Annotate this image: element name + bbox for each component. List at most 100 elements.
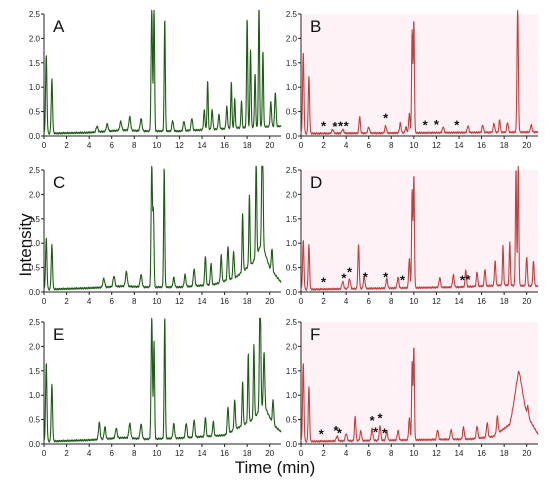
- panel-label: C: [53, 173, 65, 192]
- y-tick-label: 1.5: [29, 215, 41, 224]
- x-tick-label: 14: [455, 449, 464, 458]
- asterisk-marker: *: [434, 117, 440, 132]
- y-axis-label-text: Intensity: [16, 213, 35, 277]
- x-tick-label: 14: [198, 297, 207, 306]
- x-tick-label: 20: [265, 449, 274, 458]
- x-tick-label: 4: [344, 449, 349, 458]
- x-tick-label: 18: [243, 141, 252, 150]
- trace-line: [43, 9, 282, 135]
- y-tick-label: 0.5: [286, 264, 298, 273]
- panel-a: 0.0 0.5 1.0 1.5 2.0 2.5 0 2 4 6 8 10 12 14 16 18 20 A: [29, 9, 282, 150]
- asterisk-marker: *: [321, 274, 327, 289]
- asterisk-marker: *: [333, 423, 339, 438]
- x-tick-label: 10: [152, 297, 161, 306]
- panel-c: 0.0 0.5 1.0 1.5 2.0 2.5 0 2 4 6 8 10 12 14 16 18 20 C: [29, 165, 282, 306]
- x-tick-label: 2: [321, 297, 326, 306]
- x-tick-label: 12: [432, 141, 441, 150]
- x-tick-label: 0: [42, 449, 47, 458]
- asterisk-marker: *: [373, 425, 379, 440]
- y-tick-label: 0.0: [286, 132, 298, 141]
- y-tick-label: 0.5: [286, 108, 298, 117]
- x-tick-label: 8: [389, 449, 394, 458]
- asterisk-marker: *: [347, 265, 353, 280]
- y-tick-label: 1.5: [29, 367, 41, 376]
- trace-line: [43, 317, 282, 443]
- x-tick-label: 0: [42, 141, 47, 150]
- y-tick-label: 2.5: [29, 166, 41, 175]
- asterisk-marker: *: [460, 273, 466, 288]
- x-tick-label: 18: [243, 449, 252, 458]
- y-tick-label: 0.0: [29, 288, 41, 297]
- x-tick-label: 6: [366, 449, 371, 458]
- asterisk-marker: *: [383, 111, 389, 126]
- y-tick-label: 1.5: [286, 59, 298, 68]
- y-tick-label: 1.0: [286, 83, 298, 92]
- asterisk-marker: *: [382, 425, 388, 440]
- x-tick-label: 10: [152, 449, 161, 458]
- panel-f: 0.00.51.01.52.02.50 2 4 6 8 10 12 14 16 18 20* ****…: [286, 318, 539, 458]
- x-tick-label: 0: [299, 297, 304, 306]
- y-tick-label: 2.0: [29, 34, 41, 43]
- x-tick-label: 10: [409, 297, 418, 306]
- x-tick-label: 12: [175, 297, 184, 306]
- y-tick-label: 0.0: [286, 440, 298, 449]
- x-tick-label: 20: [522, 449, 531, 458]
- x-tick-label: 12: [175, 449, 184, 458]
- x-tick-label: 16: [477, 141, 486, 150]
- x-tick-label: 10: [409, 449, 418, 458]
- y-tick-label: 2.0: [286, 342, 298, 351]
- x-tick-label: 2: [321, 141, 326, 150]
- panel-label: E: [53, 325, 64, 344]
- x-tick-label: 16: [477, 297, 486, 306]
- y-tick-label: 2.0: [286, 34, 298, 43]
- y-tick-label: 2.0: [29, 342, 41, 351]
- x-tick-label: 2: [321, 449, 326, 458]
- x-tick-label: 0: [299, 449, 304, 458]
- x-tick-label: 14: [198, 141, 207, 150]
- panel-background: [302, 14, 538, 136]
- panel-e: 0.0 0.5 1.0 1.5 2.0 2.5 0 2 4 6 8 10 12 14 16 18 20 E: [29, 317, 282, 458]
- y-tick-label: 2.0: [286, 190, 298, 199]
- y-tick-label: 2.5: [286, 318, 298, 327]
- x-tick-label: 14: [455, 297, 464, 306]
- x-tick-label: 16: [220, 449, 229, 458]
- x-tick-label: 6: [366, 141, 371, 150]
- asterisk-marker: *: [383, 270, 389, 285]
- x-tick-label: 18: [500, 141, 509, 150]
- y-tick-label: 2.5: [29, 318, 41, 327]
- x-tick-label: 20: [522, 297, 531, 306]
- panel-d: 0.00.51.01.52.02.50 2 4 6 8 10 12 14 16 18 20* * * * *…: [286, 165, 539, 306]
- x-tick-label: 18: [500, 297, 509, 306]
- x-tick-label: 10: [152, 141, 161, 150]
- panel-label: D: [310, 173, 322, 192]
- x-tick-label: 18: [500, 449, 509, 458]
- trace-line: [300, 165, 539, 291]
- y-tick-label: 1.0: [29, 83, 41, 92]
- trace-line: [300, 347, 539, 443]
- y-tick-label: 0.5: [29, 108, 41, 117]
- x-tick-label: 8: [132, 297, 137, 306]
- x-axis-label: Time (min): [234, 458, 316, 477]
- asterisk-marker: *: [321, 118, 327, 133]
- asterisk-marker: *: [423, 117, 429, 132]
- y-tick-label: 1.5: [286, 215, 298, 224]
- asterisk-marker: *: [341, 271, 347, 286]
- asterisk-marker: *: [338, 119, 344, 134]
- x-tick-label: 14: [455, 141, 464, 150]
- y-tick-label: 0.0: [29, 132, 41, 141]
- x-tick-label: 20: [522, 141, 531, 150]
- x-tick-label: 6: [109, 297, 114, 306]
- asterisk-marker: *: [363, 269, 369, 284]
- y-tick-label: 1.0: [286, 391, 298, 400]
- x-tick-label: 4: [344, 141, 349, 150]
- x-tick-label: 16: [220, 141, 229, 150]
- y-tick-label: 1.0: [29, 239, 41, 248]
- x-tick-label: 12: [432, 297, 441, 306]
- trace-line: [300, 9, 539, 135]
- panel-label: A: [53, 17, 65, 36]
- panel-label: F: [310, 325, 320, 344]
- x-tick-label: 6: [366, 297, 371, 306]
- asterisk-marker: *: [377, 411, 383, 426]
- asterisk-marker: *: [319, 426, 325, 441]
- trace-line: [43, 165, 282, 291]
